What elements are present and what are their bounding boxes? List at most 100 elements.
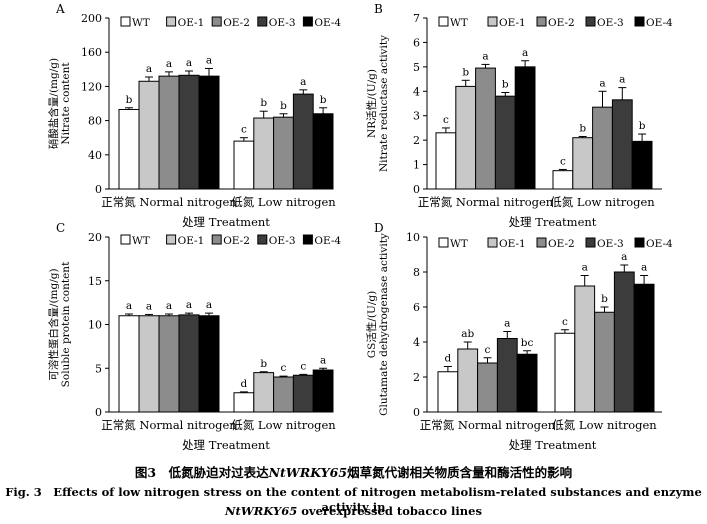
y-tick-label: 4 (413, 336, 420, 349)
significance-letter: c (562, 316, 568, 328)
caption-en-gene: NtWRKY65 (225, 504, 298, 518)
y-axis-label-chinese: 硝酸盐含量/(mg/g) (47, 58, 60, 149)
bar-oe-1 (455, 85, 477, 190)
significance-letter: a (320, 354, 326, 366)
x-category-label: 低氮 Low nitrogen (550, 195, 655, 209)
legend-label-oe-1: OE-1 (178, 235, 205, 247)
legend-swatch-oe-4 (302, 234, 313, 245)
y-tick-label: 3 (413, 110, 420, 123)
significance-letter: a (166, 300, 172, 312)
legend-swatch-oe-4 (634, 237, 645, 248)
bar-oe-4 (312, 369, 334, 413)
legend: WT OE-1 OE-2 OE-3 OE-4 (438, 237, 673, 250)
bar-wt (552, 170, 574, 190)
panel-label: D (374, 221, 384, 235)
bar-oe-2 (477, 362, 498, 413)
legend-label-oe-3: OE-3 (597, 17, 624, 29)
legend-swatch-oe-2 (536, 16, 547, 27)
significance-letter: a (166, 58, 172, 70)
bar-wt (554, 332, 576, 413)
y-tick-label: 10 (88, 319, 102, 332)
significance-letter: b (601, 293, 608, 305)
bar-oe-2 (475, 67, 496, 190)
x-category-label: 低氮 Low nitrogen (552, 418, 657, 432)
y-tick-label: 80 (88, 115, 102, 128)
legend-label-oe-4: OE-4 (646, 238, 673, 250)
bar-oe-4 (198, 75, 220, 190)
y-tick-label: 0 (95, 183, 102, 196)
significance-letter: a (146, 300, 152, 312)
legend-swatch-oe-1 (487, 16, 498, 27)
x-axis-title: 处理 Treatment (509, 215, 597, 229)
y-axis-label-english: Nitrate reductase activity (378, 35, 390, 172)
significance-letter: b (462, 66, 469, 78)
chart-panel-b: 0 1 2 3 4 5 6 7 B NR活性/(U/g) Nitrate reductase act… (365, 2, 673, 229)
significance-letter: b (260, 97, 267, 109)
legend-label-oe-3: OE-3 (597, 238, 624, 250)
significance-letter: c (560, 155, 566, 167)
significance-letter: c (485, 344, 491, 356)
legend-label-oe-4: OE-4 (314, 17, 341, 29)
legend-swatch-oe-4 (634, 16, 645, 27)
y-tick-label: 6 (413, 301, 420, 314)
significance-letter: a (126, 300, 132, 312)
x-axis-title: 处理 Treatment (182, 215, 270, 229)
legend-label-oe-1: OE-1 (499, 17, 526, 29)
panel-label: B (374, 2, 383, 16)
caption-zh-suffix: 烟草氮代谢相关物质含量和酶活性的影响 (347, 465, 573, 480)
bar-oe-3 (611, 99, 633, 190)
bar-wt (233, 140, 255, 190)
significance-letter: a (582, 262, 588, 274)
bar-oe-3 (292, 374, 314, 413)
figure-caption-english-line1: Fig. 3 Effects of low nitrogen stress on… (5, 485, 702, 514)
bar-oe-3 (494, 95, 516, 190)
bar-wt (118, 108, 140, 190)
y-tick-label: 8 (413, 266, 420, 279)
legend-label-oe-1: OE-1 (178, 17, 205, 29)
x-category-label: 低氮 Low nitrogen (231, 418, 336, 432)
legend-swatch-oe-2 (211, 234, 222, 245)
significance-letter: b (260, 358, 267, 370)
bar-oe-1 (574, 285, 596, 413)
significance-letter: d (445, 353, 452, 365)
y-tick-label: 5 (95, 362, 102, 375)
chart-panel-d: 0 2 4 6 8 10 D GS活性/(U/g) Glutamate dehydrogenas… (365, 221, 673, 452)
bar-oe-3 (178, 74, 200, 190)
significance-letter: b (126, 94, 133, 106)
y-tick-label: 160 (81, 46, 102, 59)
bar-oe-1 (138, 315, 160, 413)
significance-letter: b (579, 122, 586, 134)
legend-swatch-oe-1 (166, 16, 177, 27)
bar-oe-2 (273, 116, 294, 190)
bar-wt (435, 132, 457, 190)
significance-letter: a (146, 63, 152, 75)
bar-oe-4 (312, 113, 334, 190)
y-axis-label-chinese: 可溶性蛋白含量/(mg/g) (47, 268, 60, 380)
bar-wt (118, 315, 140, 413)
bar-oe-4 (516, 353, 538, 413)
legend-swatch-oe-2 (211, 16, 222, 27)
bar-oe-2 (158, 75, 180, 190)
x-category-label: 低氮 Low nitrogen (231, 195, 336, 209)
legend-swatch-oe-2 (536, 237, 547, 248)
legend-label-wt: WT (132, 235, 150, 247)
bar-oe-3 (613, 271, 635, 413)
bar-oe-4 (198, 315, 220, 413)
y-tick-label: 4 (413, 85, 420, 98)
significance-letter: a (186, 57, 192, 69)
panel-label: C (56, 221, 65, 235)
legend-label-oe-4: OE-4 (314, 235, 341, 247)
legend-swatch-wt (438, 237, 449, 248)
significance-letter: a (504, 318, 510, 330)
bar-oe-2 (158, 315, 180, 413)
y-tick-label: 120 (81, 80, 102, 93)
y-tick-label: 0 (413, 406, 420, 419)
legend-swatch-oe-3 (585, 16, 596, 27)
x-category-label: 正常氮 Normal nitrogen (418, 195, 554, 209)
y-tick-label: 6 (413, 36, 420, 49)
bar-oe-4 (631, 140, 653, 190)
y-axis-label-english: Soluble protein content (60, 261, 72, 387)
bar-oe-2 (592, 106, 613, 190)
legend-label-wt: WT (132, 17, 150, 29)
